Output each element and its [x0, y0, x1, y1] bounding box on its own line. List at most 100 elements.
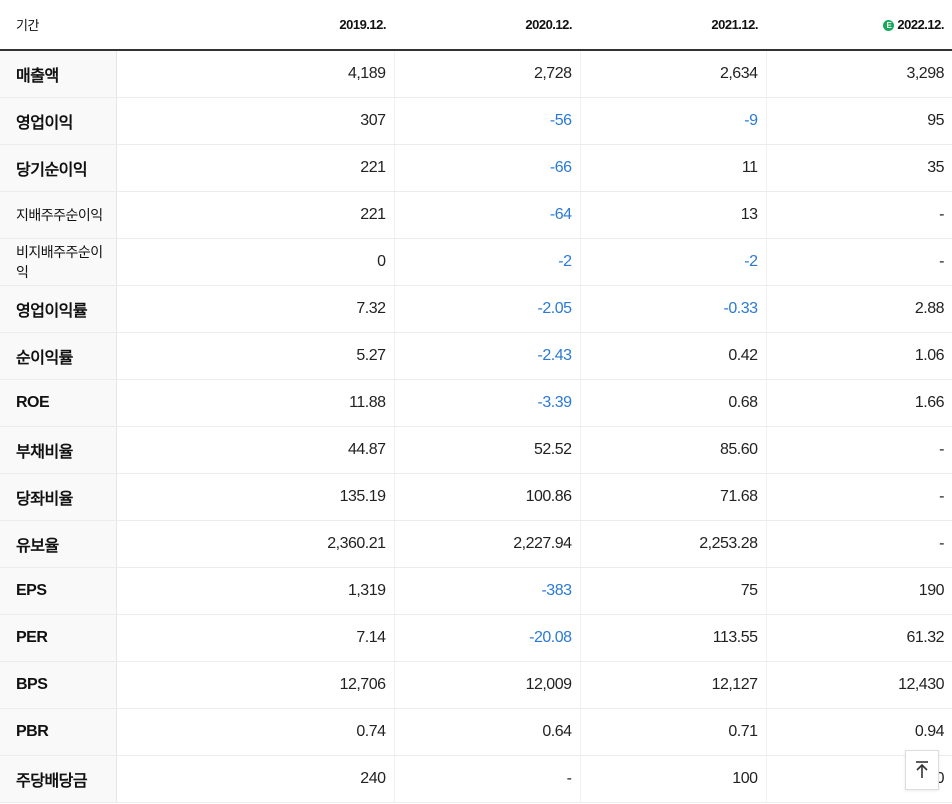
table-row: 부채비율 44.87 52.52 85.60-: [0, 425, 952, 474]
table-cell: 100.86: [394, 473, 581, 521]
table-row: 당좌비율 135.19 100.86 71.68-: [0, 473, 952, 521]
table-cell: 71.68: [580, 473, 767, 521]
row-label: 비지배주주순이익: [0, 238, 117, 286]
row-label: 순이익률: [0, 332, 117, 380]
table-row: 주당배당금 240-100 0: [0, 754, 952, 803]
table-row: 순이익률 5.27 -2.43 0.42 1.06: [0, 332, 952, 380]
table-row: 당기순이익 221 -66 11 35: [0, 144, 952, 192]
table-cell: 85.60: [580, 425, 767, 474]
table-cell: 113.55: [580, 614, 767, 662]
column-header: 2019.12.: [116, 0, 394, 51]
table-header-row: 기간 2019.12. 2020.12. 2021.12. E 2022.12.: [0, 0, 952, 51]
table-cell: -3.39: [394, 379, 581, 427]
table-cell: -: [766, 425, 952, 474]
table-cell: 1.06: [766, 332, 952, 380]
table-cell: 2,728: [394, 50, 581, 98]
row-label: 매출액: [0, 50, 117, 98]
table-cell: 100: [580, 754, 767, 803]
table-cell: 0.68: [580, 379, 767, 427]
row-label: 당기순이익: [0, 144, 117, 192]
table-cell: 13: [580, 191, 767, 239]
table-cell: -383: [394, 566, 581, 615]
table-cell: 0.71: [580, 708, 767, 756]
table-cell: 190: [766, 566, 952, 615]
table-row: ROE 11.88 -3.39 0.68 1.66: [0, 379, 952, 427]
table-cell: -66: [394, 144, 581, 192]
column-header: 2021.12.: [580, 0, 766, 51]
column-header-estimate: E 2022.12.: [766, 0, 952, 51]
period-header: 기간: [0, 0, 116, 51]
table-cell: 4,189: [116, 50, 395, 98]
table-cell: -: [766, 191, 952, 239]
table-cell: 135.19: [116, 473, 395, 521]
table-cell: 0.64: [394, 708, 581, 756]
scroll-to-top-button[interactable]: [905, 750, 939, 790]
table-cell: 5.27: [116, 332, 395, 380]
row-label: PER: [0, 614, 117, 662]
row-label: 영업이익률: [0, 284, 117, 333]
table-cell: 2.88: [766, 284, 952, 333]
table-cell: -2: [580, 238, 767, 286]
table-cell: 12,127: [580, 661, 767, 709]
table-cell: 0.74: [116, 708, 395, 756]
row-label: 부채비율: [0, 425, 117, 474]
table-cell: 2,227.94: [394, 520, 581, 568]
table-row: 매출액 4,189 2,728 2,634 3,298: [0, 50, 952, 98]
table-cell: 0.94: [766, 708, 952, 756]
table-cell: 3,298: [766, 50, 952, 98]
table-cell: 12,706: [116, 661, 395, 709]
table-cell: 7.32: [116, 284, 395, 333]
table-cell: 95: [766, 97, 952, 145]
table-cell: -: [766, 520, 952, 568]
table-cell: 2,360.21: [116, 520, 395, 568]
table-cell: 61.32: [766, 614, 952, 662]
table-cell: -: [766, 473, 952, 521]
table-cell: 52.52: [394, 425, 581, 474]
table-cell: 1.66: [766, 379, 952, 427]
column-header-label: 2022.12.: [897, 17, 944, 32]
row-label: 지배주주순이익: [0, 191, 117, 239]
table-cell: -: [766, 238, 952, 286]
table-cell: 2,634: [580, 50, 767, 98]
table-cell: -0.33: [580, 284, 767, 333]
table-cell: 0.42: [580, 332, 767, 380]
table-cell: -20.08: [394, 614, 581, 662]
table-cell: 240: [116, 754, 395, 803]
table-cell: -56: [394, 97, 581, 145]
row-label: 유보율: [0, 520, 117, 568]
table-cell: -9: [580, 97, 767, 145]
table-cell: 12,009: [394, 661, 581, 709]
table-cell: 7.14: [116, 614, 395, 662]
arrow-up-to-line-icon: [916, 761, 928, 778]
table-row: 비지배주주순이익 0 -2 -2-: [0, 238, 952, 286]
row-label: EPS: [0, 566, 117, 615]
table-cell: 0: [116, 238, 395, 286]
table-row: 영업이익률 7.32 -2.05 -0.33 2.88: [0, 284, 952, 333]
table-row: PBR 0.74 0.64 0.71 0.94: [0, 708, 952, 756]
row-label: 주당배당금: [0, 754, 117, 803]
table-row: 지배주주순이익 221 -64 13-: [0, 191, 952, 239]
table-row: 유보율 2,360.21 2,227.94 2,253.28-: [0, 520, 952, 568]
column-header: 2020.12.: [394, 0, 580, 51]
table-row: 영업이익 307 -56 -9 95: [0, 97, 952, 145]
row-label: 영업이익: [0, 97, 117, 145]
table-cell: 35: [766, 144, 952, 192]
table-cell: 221: [116, 144, 395, 192]
table-cell: 44.87: [116, 425, 395, 474]
table-cell: -: [394, 754, 581, 803]
row-label: 당좌비율: [0, 473, 117, 521]
table-cell: -2.43: [394, 332, 581, 380]
table-cell: -2.05: [394, 284, 581, 333]
estimate-badge-icon: E: [883, 20, 895, 32]
table-cell: 11: [580, 144, 767, 192]
table-cell: 221: [116, 191, 395, 239]
row-label: BPS: [0, 661, 117, 709]
table-row: EPS 1,319 -383 75 190: [0, 566, 952, 615]
table-row: BPS 12,706 12,009 12,127 12,430: [0, 661, 952, 709]
table-cell: 12,430: [766, 661, 952, 709]
table-cell: -2: [394, 238, 581, 286]
table-cell: -64: [394, 191, 581, 239]
table-row: PER 7.14 -20.08 113.55 61.32: [0, 614, 952, 662]
table-cell: 307: [116, 97, 395, 145]
